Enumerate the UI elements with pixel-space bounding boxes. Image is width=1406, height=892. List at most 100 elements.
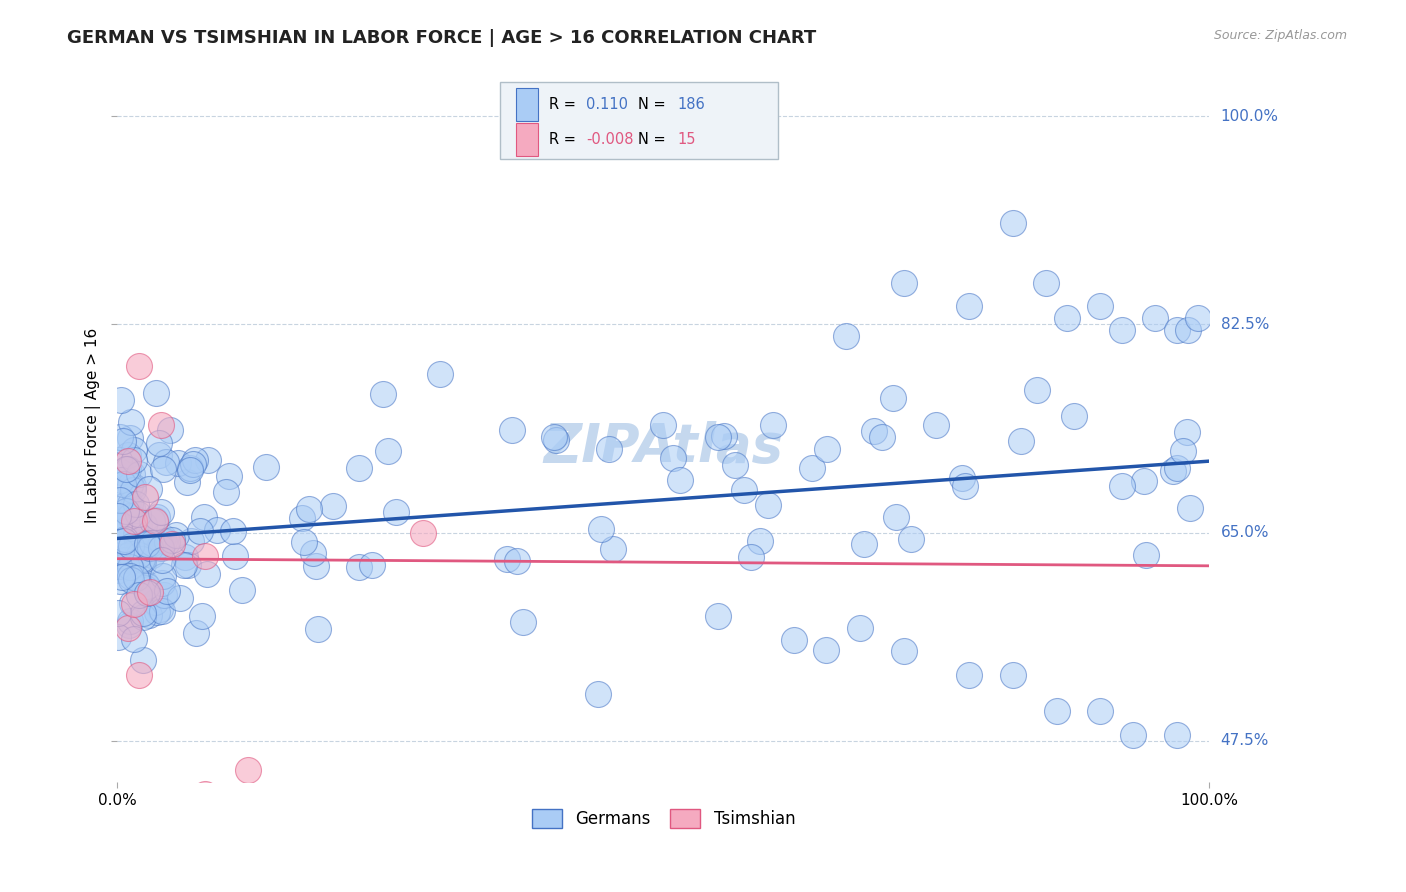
Point [128,548,150,562]
Point [1177,323,1199,337]
Point [108,492,131,507]
Point [1171,443,1194,458]
Point [218,468,240,483]
Point [108,453,131,467]
Point [122,483,145,497]
Point [125,571,148,585]
Point [120,560,142,574]
Text: ZIPAtlas: ZIPAtlas [543,421,783,473]
Point [166,456,188,470]
Point [125,497,148,511]
Point [292,535,315,549]
Point [815,642,838,657]
Point [1122,728,1144,742]
Point [174,549,197,564]
Point [835,329,858,343]
Point [115,558,138,572]
Point [298,502,321,516]
Point [138,482,160,496]
Point [121,596,143,610]
Point [143,513,166,527]
Point [156,584,179,599]
Point [1166,323,1188,337]
Point [761,418,783,433]
Point [132,518,155,533]
Point [733,483,755,497]
Point [152,531,174,545]
Point [512,615,534,629]
Point [863,424,886,438]
Point [114,504,136,518]
Point [801,461,824,475]
Point [148,435,170,450]
Point [1177,425,1199,440]
Point [108,517,131,532]
Point [135,586,157,600]
Point [118,569,141,583]
Point [349,559,371,574]
Text: 100.0%: 100.0% [1220,109,1278,124]
Point [118,477,141,491]
Point [1111,479,1133,493]
Point [544,433,567,447]
Point [1166,461,1188,475]
Point [749,534,772,549]
Point [122,597,145,611]
Point [882,391,904,405]
Point [121,467,143,481]
Point [136,536,159,550]
Point [952,471,974,485]
Point [305,558,328,573]
Point [361,558,384,572]
Point [707,608,730,623]
Point [412,525,434,540]
Point [180,533,202,548]
Point [957,668,980,682]
Point [893,276,915,290]
Point [121,500,143,515]
Point [591,523,613,537]
Point [179,461,201,475]
Point [120,573,142,587]
Point [146,509,169,524]
Point [1180,501,1202,516]
Point [117,496,139,510]
Point [900,532,922,546]
Point [377,444,399,458]
Point [110,473,132,487]
Point [131,553,153,567]
Point [141,548,163,562]
Point [169,591,191,605]
Point [152,569,174,583]
Point [1001,668,1024,682]
Point [1090,300,1112,314]
Point [145,514,167,528]
Point [231,583,253,598]
Point [160,533,183,548]
Point [1001,216,1024,230]
Point [152,461,174,475]
Point [150,604,173,618]
Point [307,622,329,636]
Point [505,554,527,568]
Point [107,516,129,531]
Point [110,574,132,588]
Point [1025,383,1047,397]
Point [254,459,277,474]
Point [118,548,141,562]
Point [893,644,915,658]
Point [194,549,217,564]
Point [111,477,134,491]
Point [193,510,215,524]
Point [1166,728,1188,742]
Point [602,542,624,557]
Point [132,607,155,621]
Point [153,533,176,548]
Point [1010,434,1032,448]
Point [191,609,214,624]
Point [371,387,394,401]
Point [197,453,219,467]
Point [495,552,517,566]
Point [122,632,145,646]
Point [179,463,201,477]
